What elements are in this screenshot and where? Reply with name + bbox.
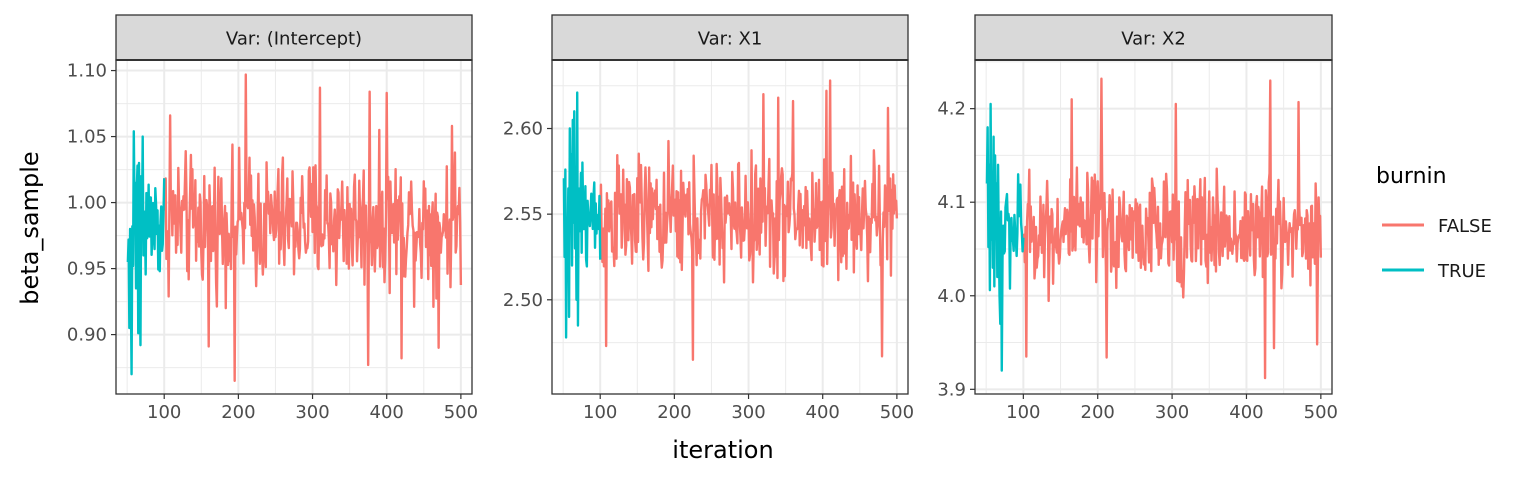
series-line-true bbox=[985, 102, 1025, 372]
y-axis-title: beta_sample bbox=[16, 151, 44, 304]
x-tick-label: 400 bbox=[1229, 402, 1263, 423]
x-tick-label: 200 bbox=[221, 402, 255, 423]
x-tick-label: 200 bbox=[657, 402, 691, 423]
facet-panels: 100 200 300 400 500 0.90 0.95 1.00 1.05 1.10 Var: … bbox=[67, 14, 1338, 423]
facet-strip bbox=[974, 14, 1333, 61]
facet-panel-2: 100 200 300 400 500 2.50 2.55 2.60 Var: X1 bbox=[503, 14, 914, 423]
y-tick-label: 4.1 bbox=[937, 192, 966, 213]
series-line-true bbox=[126, 130, 166, 376]
y-tick-label: 2.60 bbox=[503, 119, 543, 140]
legend-label-false: FALSE bbox=[1438, 216, 1492, 237]
x-tick-label: 300 bbox=[1155, 402, 1189, 423]
x-tick-label: 400 bbox=[806, 402, 840, 423]
y-tick-label: 2.55 bbox=[503, 204, 543, 225]
x-axis-title: iteration bbox=[672, 436, 773, 464]
series-line-true bbox=[562, 91, 602, 339]
y-tick-label: 4.0 bbox=[937, 286, 966, 307]
y-tick-label: 1.00 bbox=[67, 193, 107, 214]
facet-panel-3: 100 200 300 400 500 3.9 4.0 4.1 4.2 Var: X2 bbox=[937, 14, 1338, 423]
x-tick-label: 100 bbox=[1006, 402, 1040, 423]
y-tick-label: 1.05 bbox=[67, 127, 107, 148]
x-tick-label: 100 bbox=[583, 402, 617, 423]
x-tick-label: 300 bbox=[295, 402, 329, 423]
facet-strip-label: Var: (Intercept) bbox=[226, 29, 362, 50]
facet-strip bbox=[115, 14, 473, 61]
y-tick-label: 0.90 bbox=[67, 325, 107, 346]
x-tick-label: 500 bbox=[880, 402, 914, 423]
legend: burnin FALSE TRUE bbox=[1376, 164, 1492, 282]
legend-label-true: TRUE bbox=[1437, 261, 1486, 282]
y-tick-label: 2.50 bbox=[503, 290, 543, 311]
series-line-false bbox=[163, 73, 463, 382]
x-tick-label: 100 bbox=[147, 402, 181, 423]
facet-strip-label: Var: X2 bbox=[1121, 29, 1186, 50]
series-line-false bbox=[1022, 77, 1323, 380]
y-tick-label: 3.9 bbox=[937, 379, 966, 400]
y-tick-label: 1.10 bbox=[67, 61, 107, 82]
legend-title: burnin bbox=[1376, 164, 1447, 189]
x-tick-label: 400 bbox=[370, 402, 404, 423]
x-tick-label: 500 bbox=[444, 402, 478, 423]
facet-strip bbox=[551, 14, 909, 61]
x-tick-label: 200 bbox=[1081, 402, 1115, 423]
facet-panel-1: 100 200 300 400 500 0.90 0.95 1.00 1.05 1.10 Var: … bbox=[67, 14, 478, 423]
y-tick-label: 4.2 bbox=[937, 99, 966, 120]
series-line-false bbox=[599, 79, 899, 361]
facet-strip-label: Var: X1 bbox=[698, 29, 763, 50]
x-tick-label: 500 bbox=[1304, 402, 1338, 423]
y-tick-label: 0.95 bbox=[67, 259, 107, 280]
x-tick-label: 300 bbox=[731, 402, 765, 423]
